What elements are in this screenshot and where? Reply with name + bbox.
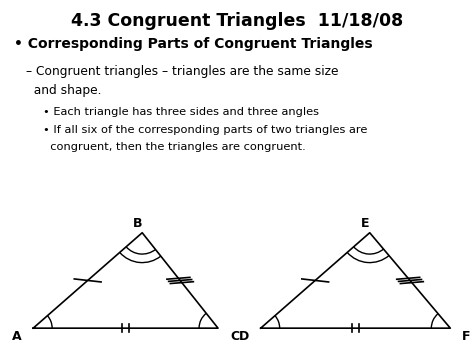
Text: • If all six of the corresponding parts of two triangles are: • If all six of the corresponding parts … bbox=[43, 125, 367, 135]
Text: F: F bbox=[462, 330, 471, 343]
Text: congruent, then the triangles are congruent.: congruent, then the triangles are congru… bbox=[43, 142, 305, 152]
Text: – Congruent triangles – triangles are the same size: – Congruent triangles – triangles are th… bbox=[26, 65, 338, 78]
Text: and shape.: and shape. bbox=[26, 84, 101, 98]
Text: • Corresponding Parts of Congruent Triangles: • Corresponding Parts of Congruent Trian… bbox=[14, 37, 373, 51]
Text: D: D bbox=[238, 330, 249, 343]
Text: • Each triangle has three sides and three angles: • Each triangle has three sides and thre… bbox=[43, 107, 319, 117]
Text: B: B bbox=[133, 217, 142, 230]
Text: A: A bbox=[12, 330, 21, 343]
Text: C: C bbox=[230, 330, 239, 343]
Text: 4.3 Congruent Triangles  11/18/08: 4.3 Congruent Triangles 11/18/08 bbox=[71, 12, 403, 31]
Text: E: E bbox=[361, 217, 369, 230]
